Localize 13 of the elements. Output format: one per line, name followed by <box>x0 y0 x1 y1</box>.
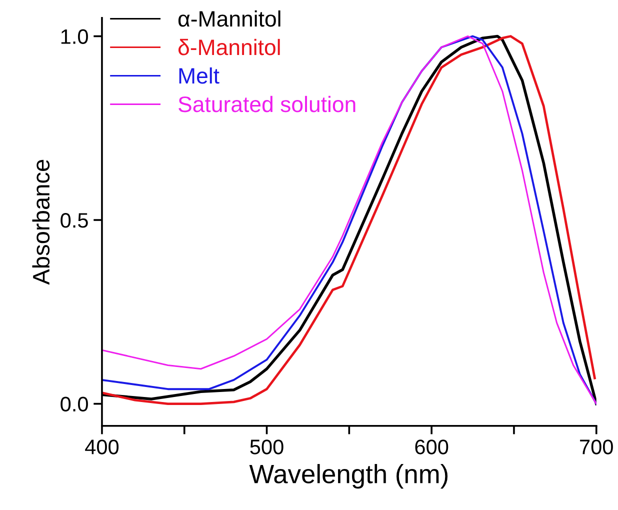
x-axis-title: Wavelength (nm) <box>249 464 448 489</box>
x-tick-label: 700 <box>580 440 613 454</box>
legend-label: Melt <box>179 67 220 84</box>
x-tick-label: 600 <box>415 440 448 454</box>
x-tick-label: 400 <box>85 440 119 454</box>
legend-label: Saturated solution <box>178 96 356 112</box>
y-axis-title: Absorbance <box>32 160 50 285</box>
legend-label: α-Mannitol <box>178 10 280 27</box>
legend-label: δ-Mannitol <box>178 38 280 56</box>
y-tick-label: 0.0 <box>60 396 88 412</box>
y-tick-label: 0.5 <box>60 213 88 228</box>
y-tick-label: 1.0 <box>61 29 88 44</box>
x-tick-label: 500 <box>250 440 284 454</box>
